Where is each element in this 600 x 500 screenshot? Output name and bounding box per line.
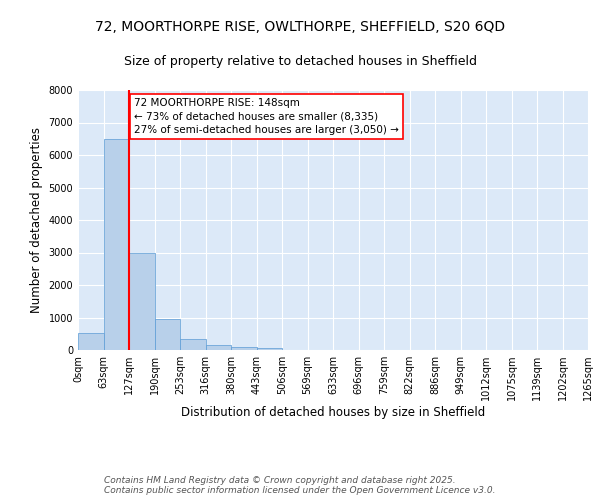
Text: Contains HM Land Registry data © Crown copyright and database right 2025.
Contai: Contains HM Land Registry data © Crown c…: [104, 476, 496, 495]
X-axis label: Distribution of detached houses by size in Sheffield: Distribution of detached houses by size …: [181, 406, 485, 419]
Y-axis label: Number of detached properties: Number of detached properties: [30, 127, 43, 313]
Bar: [78, 333, 104, 350]
Text: 72, MOORTHORPE RISE, OWLTHORPE, SHEFFIELD, S20 6QD: 72, MOORTHORPE RISE, OWLTHORPE, SHEFFIEL…: [95, 20, 505, 34]
Bar: [180, 340, 205, 350]
Bar: [155, 319, 180, 350]
Bar: [257, 348, 282, 350]
Text: Size of property relative to detached houses in Sheffield: Size of property relative to detached ho…: [124, 55, 476, 68]
Bar: [231, 347, 257, 350]
Bar: [104, 140, 129, 350]
Bar: [205, 345, 231, 350]
Bar: [129, 253, 155, 350]
Text: 72 MOORTHORPE RISE: 148sqm
← 73% of detached houses are smaller (8,335)
27% of s: 72 MOORTHORPE RISE: 148sqm ← 73% of deta…: [134, 98, 399, 134]
